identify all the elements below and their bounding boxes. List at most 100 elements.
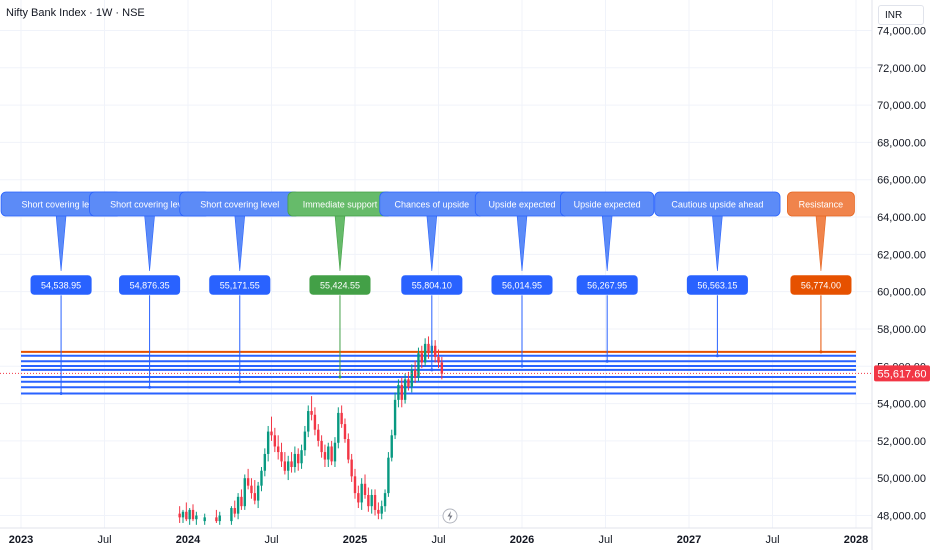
candle xyxy=(253,480,256,505)
x-tick-label: Jul xyxy=(598,534,612,546)
candle-body xyxy=(377,509,380,514)
candle xyxy=(387,452,390,497)
level-annotation: Immediate support 55,424.55 xyxy=(287,191,393,379)
callout-pointer xyxy=(516,214,528,272)
time-axis[interactable]: 2023 Jul 2024 Jul 2025 Jul 2026 Jul 2027 Jul 2028 xyxy=(9,534,868,546)
callout-text: Short covering level xyxy=(200,200,279,210)
candle xyxy=(397,379,400,408)
candles xyxy=(178,336,444,525)
level-annotation: Upside expected 56,267.95 xyxy=(560,191,655,363)
callout-box xyxy=(560,191,655,217)
candle-body xyxy=(350,459,353,477)
y-tick-label: 66,000.00 xyxy=(877,175,926,187)
candle xyxy=(433,340,437,363)
candle xyxy=(195,511,198,525)
value-label: 56,774.00 xyxy=(801,281,841,291)
value-label: 55,804.10 xyxy=(412,281,452,291)
candle xyxy=(263,448,267,477)
candle-body xyxy=(181,511,185,518)
annotation-anchor-dot xyxy=(59,392,63,396)
candle xyxy=(350,453,353,482)
currency-selector[interactable]: INR xyxy=(878,5,924,25)
callout-pointer xyxy=(712,214,723,272)
candle xyxy=(357,485,360,509)
value-box xyxy=(490,274,554,296)
candle xyxy=(215,509,218,523)
y-tick-label: 52,000.00 xyxy=(877,436,926,448)
candle xyxy=(333,437,337,467)
candle-body xyxy=(337,412,340,443)
callout-text: Chances of upside xyxy=(395,200,470,210)
candle xyxy=(300,444,303,469)
level-annotation: Short covering level 54,538.95 xyxy=(0,191,122,396)
candle-body xyxy=(240,496,243,507)
candle xyxy=(410,364,413,393)
candle xyxy=(360,478,363,510)
candle-body xyxy=(256,485,260,501)
candle-body xyxy=(380,506,383,514)
candle xyxy=(420,345,423,369)
x-tick-label: Jul xyxy=(264,534,278,546)
value-box xyxy=(400,274,463,296)
candle-body xyxy=(427,343,430,354)
candle-body xyxy=(320,440,323,453)
price-axis[interactable]: 48,000.0050,000.0052,000.0054,000.0056,0… xyxy=(877,26,926,523)
candle-body xyxy=(300,450,303,464)
candle xyxy=(427,336,430,359)
candle-body xyxy=(243,478,246,507)
y-tick-label: 62,000.00 xyxy=(877,249,926,261)
candle xyxy=(293,446,297,473)
callout-text: Upside expected xyxy=(488,200,555,210)
candle xyxy=(297,448,300,471)
y-tick-label: 64,000.00 xyxy=(877,212,926,224)
candle xyxy=(407,371,410,391)
annotation-anchor-dot xyxy=(430,368,434,372)
annotation-anchor-dot xyxy=(819,350,823,354)
candle-body xyxy=(280,452,283,462)
candle-body xyxy=(407,379,410,387)
candle-body xyxy=(191,509,195,520)
candle xyxy=(413,360,417,384)
candle xyxy=(185,502,188,522)
candle-body xyxy=(188,509,191,520)
candle-body xyxy=(270,431,273,436)
candle-body xyxy=(290,461,293,467)
candle-body xyxy=(440,362,444,374)
candle xyxy=(307,405,310,438)
candle-body xyxy=(273,435,277,447)
callout-box xyxy=(787,191,855,217)
x-tick-label: Jul xyxy=(431,534,445,546)
candle xyxy=(373,489,377,516)
annotation-anchor-dot xyxy=(605,359,609,363)
level-annotation: Chances of upside 55,804.10 xyxy=(379,191,485,372)
current-price-label: 55,617.60 xyxy=(878,368,927,380)
candle-body xyxy=(387,457,390,494)
candle-body xyxy=(433,345,437,357)
candle-body xyxy=(310,411,313,415)
candle xyxy=(393,392,397,440)
y-tick-label: 48,000.00 xyxy=(877,511,926,523)
annotation-anchor-dot xyxy=(520,364,524,368)
candle-body xyxy=(303,431,307,451)
candle xyxy=(367,487,370,512)
symbol-title[interactable]: Nifty Bank Index · 1W · NSE xyxy=(6,7,145,19)
candle xyxy=(236,493,240,520)
candle xyxy=(347,433,350,464)
candle-body xyxy=(423,343,427,363)
candle xyxy=(313,407,317,436)
level-annotation: Short covering level 54,876.35 xyxy=(89,191,210,389)
candle-body xyxy=(313,414,317,430)
callout-text: Upside expected xyxy=(574,200,641,210)
candle xyxy=(417,347,420,382)
value-label: 56,014.95 xyxy=(502,281,542,291)
candle xyxy=(243,474,246,510)
candle xyxy=(240,489,243,510)
x-tick-label: 2025 xyxy=(343,534,367,546)
candle-body xyxy=(203,517,206,522)
value-label: 55,171.55 xyxy=(220,281,260,291)
value-label: 54,538.95 xyxy=(41,281,81,291)
x-tick-label: 2023 xyxy=(9,534,33,546)
